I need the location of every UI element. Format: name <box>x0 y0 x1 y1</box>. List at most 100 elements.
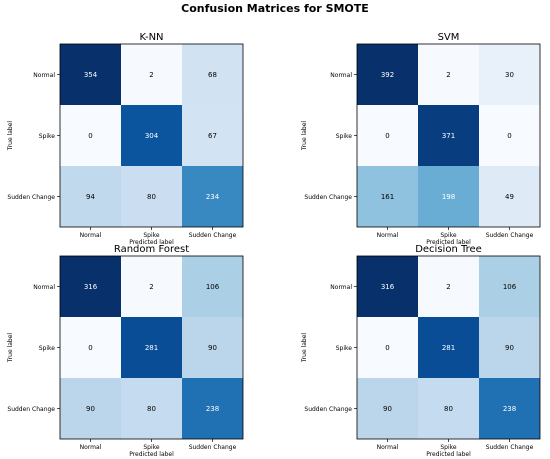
k-nn-cell <box>60 44 121 105</box>
random-forest-cell-value: 281 <box>145 344 158 352</box>
k-nn-cell <box>60 105 121 166</box>
svm-y-axis-label: True label <box>301 121 308 151</box>
random-forest-y-tick-label: Normal <box>33 284 55 291</box>
svm-title: SVM <box>438 32 460 43</box>
decision-tree-y-tick-label: Normal <box>330 284 352 291</box>
svm-cell <box>418 166 479 227</box>
k-nn-cell-value: 67 <box>208 132 217 140</box>
k-nn-cell <box>182 105 243 166</box>
decision-tree-x-tick-label: Normal <box>377 444 399 451</box>
k-nn-x-axis-label: Predicted label <box>129 239 174 246</box>
random-forest-cell <box>60 378 121 439</box>
random-forest-cell <box>182 378 243 439</box>
svm-cell-value: 49 <box>505 193 514 201</box>
random-forest-cell-value: 90 <box>208 344 217 352</box>
decision-tree-cell <box>418 317 479 378</box>
k-nn-cell-value: 354 <box>84 71 98 79</box>
k-nn-cell-value: 68 <box>208 71 217 79</box>
decision-tree-cell <box>479 317 540 378</box>
random-forest-cell-value: 106 <box>206 283 220 291</box>
k-nn-cell-value: 94 <box>86 193 95 201</box>
random-forest-y-tick-label: Sudden Change <box>7 406 55 413</box>
k-nn-y-tick-label: Sudden Change <box>7 194 55 201</box>
random-forest-x-axis-label: Predicted label <box>129 451 174 458</box>
k-nn-cell <box>121 166 182 227</box>
k-nn-x-tick-label: Normal <box>80 232 102 239</box>
random-forest-cell <box>121 256 182 317</box>
k-nn-cell <box>182 166 243 227</box>
figure-title: Confusion Matrices for SMOTE <box>181 2 369 15</box>
decision-tree-x-tick-label: Sudden Change <box>486 444 534 451</box>
decision-tree-cell <box>418 378 479 439</box>
svm-cell <box>357 44 418 105</box>
decision-tree-cell-value: 316 <box>381 283 395 291</box>
random-forest-title: Random Forest <box>114 244 189 255</box>
k-nn-cell-value: 2 <box>149 71 153 79</box>
decision-tree-cell-value: 238 <box>503 405 516 413</box>
svm-cell-value: 0 <box>507 132 511 140</box>
decision-tree-cell <box>357 378 418 439</box>
svm-cell-value: 161 <box>381 193 394 201</box>
svm-cell <box>418 44 479 105</box>
random-forest-y-axis-label: True label <box>7 333 14 363</box>
k-nn-y-tick-label: Normal <box>33 72 55 79</box>
decision-tree-cell-value: 80 <box>444 405 453 413</box>
k-nn-cell-value: 80 <box>147 193 156 201</box>
random-forest-cell-value: 80 <box>147 405 156 413</box>
k-nn-cell-value: 304 <box>145 132 159 140</box>
svm-x-tick-label: Sudden Change <box>486 232 534 239</box>
decision-tree-cell-value: 90 <box>383 405 392 413</box>
random-forest-cell <box>121 317 182 378</box>
decision-tree-cell <box>418 256 479 317</box>
random-forest-cell <box>121 378 182 439</box>
svm-y-tick-label: Normal <box>330 72 352 79</box>
decision-tree-y-axis-label: True label <box>301 333 308 363</box>
decision-tree-cell <box>357 317 418 378</box>
svm-cell-value: 198 <box>442 193 455 201</box>
k-nn-cell <box>121 44 182 105</box>
random-forest-cell-value: 316 <box>84 283 98 291</box>
k-nn-y-tick-label: Spike <box>39 133 56 140</box>
decision-tree-y-tick-label: Sudden Change <box>304 406 352 413</box>
decision-tree-cell-value: 90 <box>505 344 514 352</box>
decision-tree-cell <box>357 256 418 317</box>
svm-cell-value: 0 <box>385 132 389 140</box>
random-forest-cell <box>60 256 121 317</box>
svm-cell-value: 371 <box>442 132 455 140</box>
k-nn-cell-value: 234 <box>206 193 220 201</box>
decision-tree-cell-value: 0 <box>385 344 389 352</box>
svm-y-tick-label: Spike <box>336 133 353 140</box>
k-nn-cell <box>60 166 121 227</box>
svm-cell <box>418 105 479 166</box>
decision-tree-cell <box>479 378 540 439</box>
decision-tree-cell-value: 281 <box>442 344 455 352</box>
svm-cell-value: 30 <box>505 71 514 79</box>
random-forest-cell-value: 2 <box>149 283 153 291</box>
random-forest-cell <box>182 256 243 317</box>
svm-cell <box>479 166 540 227</box>
svm-cell-value: 2 <box>446 71 450 79</box>
k-nn-cell <box>182 44 243 105</box>
svm-x-axis-label: Predicted label <box>426 239 471 246</box>
k-nn-y-axis-label: True label <box>7 121 14 151</box>
decision-tree-y-tick-label: Spike <box>336 345 353 352</box>
random-forest-cell <box>60 317 121 378</box>
svm-cell <box>479 105 540 166</box>
svm-x-tick-label: Normal <box>377 232 399 239</box>
svm-cell-value: 392 <box>381 71 394 79</box>
decision-tree-cell-value: 2 <box>446 283 450 291</box>
k-nn-cell <box>121 105 182 166</box>
k-nn-x-tick-label: Spike <box>143 232 160 239</box>
svm-cell <box>357 105 418 166</box>
random-forest-y-tick-label: Spike <box>39 345 56 352</box>
k-nn-cell-value: 0 <box>88 132 92 140</box>
random-forest-cell-value: 0 <box>88 344 92 352</box>
svm-x-tick-label: Spike <box>440 232 457 239</box>
decision-tree-cell-value: 106 <box>503 283 517 291</box>
random-forest-x-tick-label: Spike <box>143 444 160 451</box>
svm-cell <box>479 44 540 105</box>
random-forest-cell-value: 90 <box>86 405 95 413</box>
decision-tree-x-axis-label: Predicted label <box>426 451 471 458</box>
k-nn-title: K-NN <box>139 32 163 43</box>
